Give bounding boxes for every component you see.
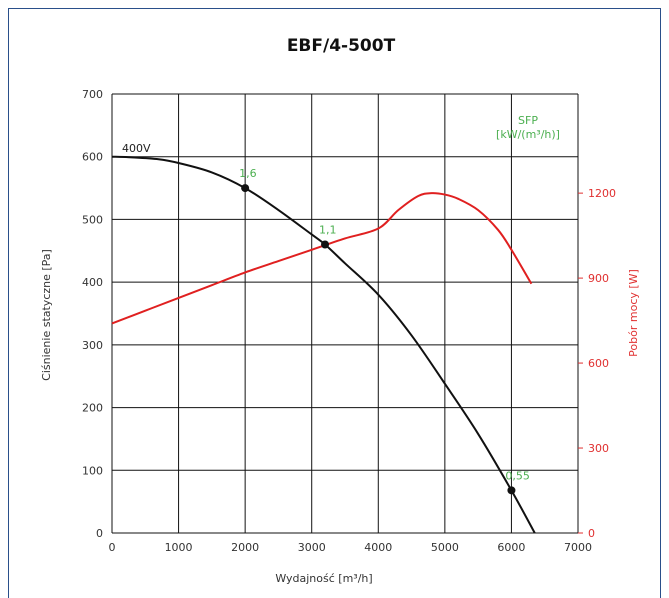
y-tick-label: 100 — [82, 464, 103, 477]
sfp-value-label: 0,55 — [505, 469, 530, 482]
grid — [111, 93, 579, 534]
x-tick-label: 7000 — [564, 541, 592, 554]
y-tick-label: 0 — [96, 527, 103, 540]
x-tick-label: 0 — [109, 541, 116, 554]
chart-frame — [8, 8, 661, 598]
x-axis-label: Wydajność [m³/h] — [275, 572, 372, 585]
x-tick-label: 6000 — [497, 541, 525, 554]
y-tick-label: 300 — [82, 339, 103, 352]
x-axis-ticks: 0 1000 2000 3000 4000 5000 6000 7000 — [109, 541, 593, 554]
y2-axis-ticks: 0 300 600 900 1200 — [578, 187, 616, 540]
sfp-unit-label: [kW/(m³/h)] — [496, 128, 560, 141]
series — [111, 155, 536, 534]
y-tick-label: 600 — [82, 151, 103, 164]
y-tick-label: 400 — [82, 276, 103, 289]
power-curve-line — [111, 192, 533, 325]
y-axis-label: Ciśnienie statyczne [Pa] — [40, 249, 53, 381]
sfp-label: SFP — [518, 114, 538, 127]
y-tick-label: 500 — [82, 213, 103, 226]
pressure-curve-line — [111, 155, 536, 534]
y2-tick-label: 1200 — [588, 187, 616, 200]
x-tick-label: 3000 — [298, 541, 326, 554]
operating-point — [507, 486, 516, 495]
x-tick-label: 5000 — [431, 541, 459, 554]
sfp-value-label: 1,1 — [319, 224, 337, 237]
x-tick-label: 4000 — [364, 541, 392, 554]
operating-points: 1,6 1,1 0,55 — [239, 167, 530, 495]
sfp-value-label: 1,6 — [239, 167, 257, 180]
y2-tick-label: 300 — [588, 442, 609, 455]
curve-label-400v: 400V — [122, 142, 151, 155]
x-tick-label: 1000 — [165, 541, 193, 554]
y-tick-label: 700 — [82, 88, 103, 101]
y2-tick-label: 0 — [588, 527, 595, 540]
y-axis-ticks: 0 100 200 300 400 500 600 700 — [82, 88, 103, 540]
y2-axis-label: Pobór mocy [W] — [627, 269, 640, 357]
y2-tick-label: 900 — [588, 272, 609, 285]
operating-point — [321, 240, 330, 249]
operating-point — [241, 184, 250, 193]
chart-title: EBF/4-500T — [287, 36, 396, 56]
y-tick-label: 200 — [82, 402, 103, 415]
x-tick-label: 2000 — [231, 541, 259, 554]
y2-tick-label: 600 — [588, 357, 609, 370]
